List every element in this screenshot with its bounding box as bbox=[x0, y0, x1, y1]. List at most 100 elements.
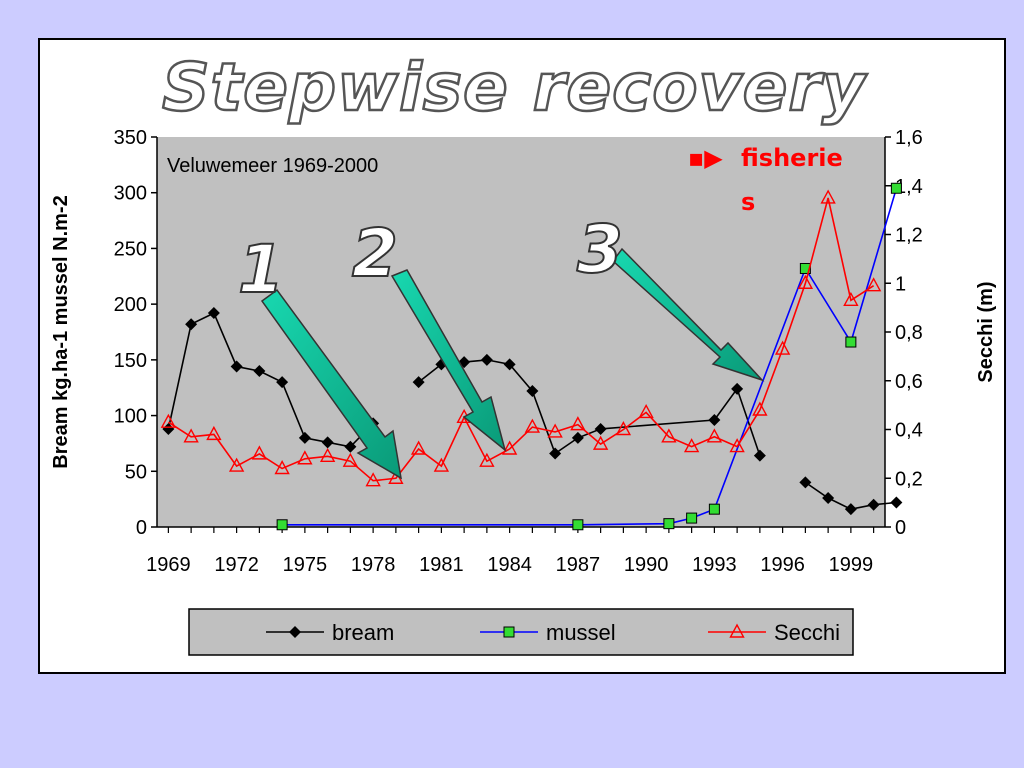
mussel-point bbox=[890, 182, 902, 194]
secchi-point bbox=[865, 277, 882, 292]
bream-point bbox=[298, 431, 311, 444]
left-tick-label: 200 bbox=[114, 294, 147, 316]
bream-point bbox=[276, 376, 289, 389]
left-tick-label: 350 bbox=[114, 127, 147, 149]
bream-point bbox=[549, 447, 562, 460]
x-tick-label: 1975 bbox=[283, 554, 328, 576]
x-tick-label: 1999 bbox=[829, 554, 874, 576]
mussel-point bbox=[845, 336, 857, 348]
stage-arrows bbox=[260, 247, 765, 480]
slide-title: Stepwise recovery bbox=[162, 49, 868, 126]
bream-point bbox=[753, 449, 766, 462]
right-tick-label: 1 bbox=[895, 273, 906, 295]
right-tick-label: 1,4 bbox=[895, 176, 923, 198]
bream-point bbox=[731, 382, 744, 395]
secchi-point bbox=[683, 438, 700, 453]
stage-1-label: 1 bbox=[238, 231, 284, 308]
bream-point bbox=[344, 440, 357, 453]
secchi-point bbox=[206, 425, 222, 441]
mussel-point bbox=[663, 518, 675, 530]
right-tick-label: 0,2 bbox=[895, 468, 923, 490]
recovery-chart: Stepwise recovery Veluwemeer 1969-2000 0… bbox=[50, 48, 997, 656]
secchi-point bbox=[615, 421, 632, 436]
secchi-point bbox=[820, 189, 836, 204]
legend-label-secchi: Secchi bbox=[774, 620, 840, 645]
bream-point bbox=[890, 496, 903, 509]
legend-label-mussel: mussel bbox=[546, 620, 616, 645]
x-tick-label: 1969 bbox=[146, 554, 191, 576]
right-tick-label: 0 bbox=[895, 517, 906, 539]
secchi-point bbox=[797, 274, 814, 289]
left-axis-title: Bream kg.ha-1 mussel N.m-2 bbox=[50, 195, 72, 468]
chart-legend: bream mussel Secchi bbox=[188, 608, 854, 656]
bream-point bbox=[867, 498, 880, 511]
bream-point bbox=[708, 414, 721, 427]
bream-point bbox=[571, 431, 584, 444]
mussel-point bbox=[708, 503, 720, 515]
axes: 0 50 100 150 200 250 300 350 0 0,2 0,4 0,6 0,8 1 1,2 1,… bbox=[114, 127, 923, 576]
x-tick-label: 1972 bbox=[214, 554, 259, 576]
right-tick-label: 0,6 bbox=[895, 371, 923, 393]
series-layer bbox=[160, 182, 903, 531]
x-tick-label: 1987 bbox=[556, 554, 601, 576]
left-tick-label: 100 bbox=[114, 406, 147, 428]
x-tick-label: 1984 bbox=[487, 554, 532, 576]
secchi-point bbox=[297, 450, 313, 465]
secchi-point bbox=[501, 440, 518, 455]
bream-point bbox=[185, 318, 198, 331]
bream-point bbox=[503, 358, 516, 371]
bream-point bbox=[321, 436, 334, 449]
stage-3-label: 3 bbox=[577, 211, 623, 288]
legend-swatch-marker bbox=[503, 626, 515, 638]
bream-point bbox=[480, 353, 493, 366]
bream-line bbox=[167, 312, 374, 448]
left-tick-label: 0 bbox=[136, 517, 147, 539]
secchi-point bbox=[661, 428, 677, 443]
right-tick-label: 0,8 bbox=[895, 322, 923, 344]
bream-point bbox=[207, 307, 220, 320]
series-bream bbox=[162, 307, 903, 516]
x-tick-label: 1996 bbox=[760, 554, 805, 576]
bream-point bbox=[253, 365, 266, 377]
secchi-point bbox=[843, 291, 859, 307]
legend-swatch-marker bbox=[289, 626, 301, 638]
left-tick-label: 50 bbox=[125, 461, 147, 483]
fisheries-label-line1: fisherie bbox=[741, 144, 843, 172]
left-tick-label: 150 bbox=[114, 350, 147, 372]
chart-annotation: Veluwemeer 1969-2000 bbox=[167, 155, 378, 177]
plot-area bbox=[157, 137, 885, 527]
bream-point bbox=[844, 503, 857, 516]
stage-2-arrow bbox=[390, 269, 507, 453]
fisheries-label-line2: s bbox=[741, 188, 755, 216]
right-tick-label: 0,4 bbox=[895, 420, 923, 442]
stage-2-label: 2 bbox=[352, 215, 398, 292]
bream-point bbox=[162, 422, 175, 435]
secchi-point bbox=[524, 418, 541, 433]
bream-point bbox=[594, 422, 607, 435]
bream-point bbox=[799, 476, 812, 489]
secchi-point bbox=[274, 460, 290, 475]
slide-frame: Stepwise recovery Veluwemeer 1969-2000 0… bbox=[38, 38, 1006, 674]
secchi-line bbox=[167, 197, 875, 482]
secchi-point bbox=[774, 340, 791, 355]
secchi-point bbox=[570, 416, 586, 431]
fisheries-marker: ▪▶ bbox=[688, 144, 723, 172]
left-tick-label: 250 bbox=[114, 238, 147, 260]
secchi-point bbox=[433, 457, 450, 472]
secchi-point bbox=[160, 413, 177, 428]
stage-3-arrow bbox=[611, 247, 765, 382]
secchi-point bbox=[319, 447, 336, 463]
secchi-point bbox=[410, 440, 427, 455]
mussel-point bbox=[572, 519, 584, 531]
left-tick-label: 300 bbox=[114, 183, 147, 205]
secchi-point bbox=[706, 428, 723, 443]
bream-point bbox=[526, 385, 539, 398]
right-tick-label: 1,2 bbox=[895, 225, 923, 247]
bream-point bbox=[412, 376, 425, 389]
series-mussel bbox=[276, 182, 902, 531]
bream-point bbox=[822, 492, 835, 505]
mussel-point bbox=[686, 512, 698, 524]
x-tick-label: 1981 bbox=[419, 554, 464, 576]
bream-point bbox=[230, 360, 243, 373]
secchi-point bbox=[752, 401, 768, 416]
